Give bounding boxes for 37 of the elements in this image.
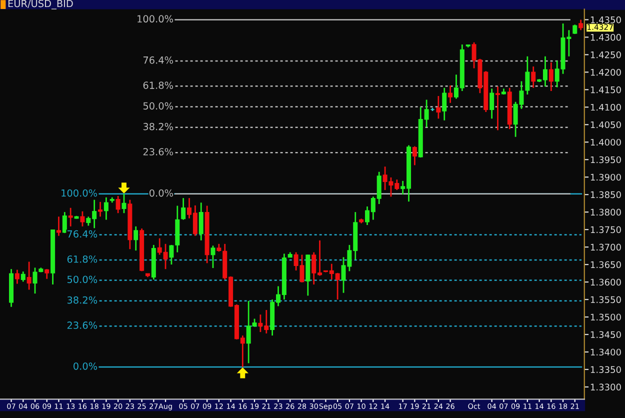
y-tick-label: 1.4000	[590, 138, 621, 146]
annotation: 50.0%	[143, 102, 174, 110]
y-tick-label: 1.3900	[590, 174, 621, 181]
annotation: 76.4%	[68, 230, 98, 238]
y-tick-label: 1.4150	[590, 86, 621, 94]
y-tick-label: 1.4350	[590, 16, 621, 24]
annotation: 23.6%	[67, 322, 98, 329]
y-tick-label: 1.3950	[590, 156, 621, 164]
y-tick-label: 1.4250	[590, 51, 621, 58]
y-tick-label: 1.4200	[590, 68, 621, 76]
y-tick-label: 1.4100	[590, 104, 621, 111]
y-tick-label: 1.3850	[590, 191, 621, 198]
chart-title: EUR/USD_BID	[8, 0, 73, 10]
annotation: 100.0%	[138, 15, 174, 23]
y-tick-label: 1.3700	[590, 244, 621, 251]
y-tick-label: 1.3600	[590, 278, 621, 286]
annotation: 38.2%	[67, 296, 98, 304]
y-tick-label: 1.4300	[590, 34, 621, 41]
y-tick-label: 1.3500	[590, 314, 621, 321]
y-tick-label: 1.3400	[590, 348, 621, 356]
annotation: 50.0%	[67, 276, 98, 284]
y-tick-label: 1.3300	[590, 384, 621, 391]
y-tick-label: 1.3750	[590, 226, 621, 234]
y-tick-label: 1.3800	[590, 208, 621, 216]
y-tick-label: 1.3450	[590, 331, 621, 338]
annotation: 0.0%	[150, 189, 174, 197]
annotation: 61.8%	[143, 82, 174, 89]
y-tick-label: 1.3650	[590, 261, 621, 268]
annotation: 100.0%	[62, 189, 98, 197]
annotation: 0.0%	[74, 362, 98, 370]
y-tick-label: 1.3550	[590, 296, 621, 304]
y-tick-label: 1.4050	[590, 121, 621, 128]
annotation: 38.2%	[143, 122, 174, 130]
annotation: 23.6%	[143, 148, 174, 156]
annotation: 76.4%	[143, 56, 174, 64]
annotation: 61.8%	[67, 255, 98, 263]
y-tick-label: 1.3350	[590, 366, 621, 374]
